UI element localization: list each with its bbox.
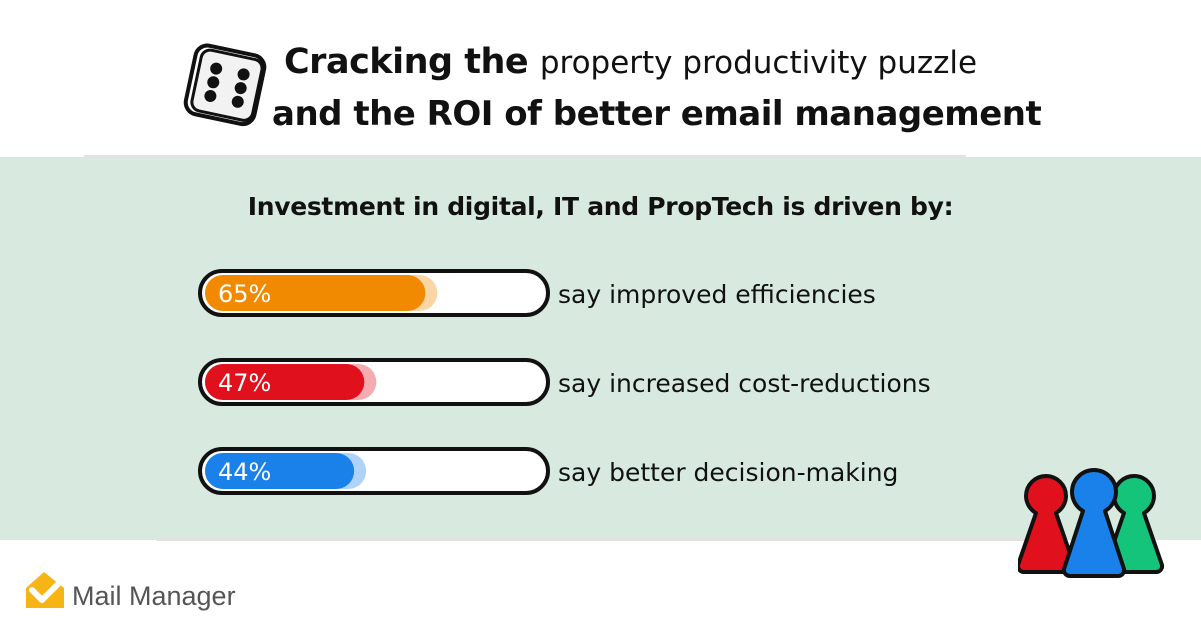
- title-light-part: property productivity puzzle: [539, 45, 978, 81]
- chart-subtitle: Investment in digital, IT and PropTech i…: [247, 192, 954, 221]
- page-title-line-2: and the ROI of better email management: [272, 94, 1042, 134]
- title-bold-part: Cracking the: [284, 42, 529, 82]
- bar-value-label: 65%: [218, 280, 271, 308]
- bar-value-label: 44%: [218, 458, 271, 486]
- bar-row: 47% say increased cost-reductions: [198, 358, 931, 406]
- bar-category-label: say increased cost-reductions: [558, 369, 931, 398]
- bar-category-label: say better decision-making: [558, 458, 898, 487]
- bar-row: 44% say better decision-making: [198, 447, 898, 495]
- bar: [205, 364, 365, 400]
- mail-manager-logo-icon: [26, 572, 64, 608]
- bar: [205, 453, 355, 489]
- bar-value-label: 47%: [218, 369, 271, 397]
- page-title-line-1: Cracking the property productivity puzzl…: [284, 42, 977, 82]
- bottom-divider: [156, 538, 1046, 541]
- brand-name: Mail Manager: [72, 581, 236, 611]
- dice-five-icon: [183, 43, 267, 127]
- pawns-icon: [1018, 468, 1165, 578]
- bar: [205, 275, 426, 311]
- bar-category-label: say improved efficiencies: [558, 280, 876, 309]
- header: Cracking the property productivity puzzl…: [0, 0, 1201, 156]
- bar-row: 65% say improved efficiencies: [198, 269, 876, 317]
- top-divider: [84, 155, 966, 158]
